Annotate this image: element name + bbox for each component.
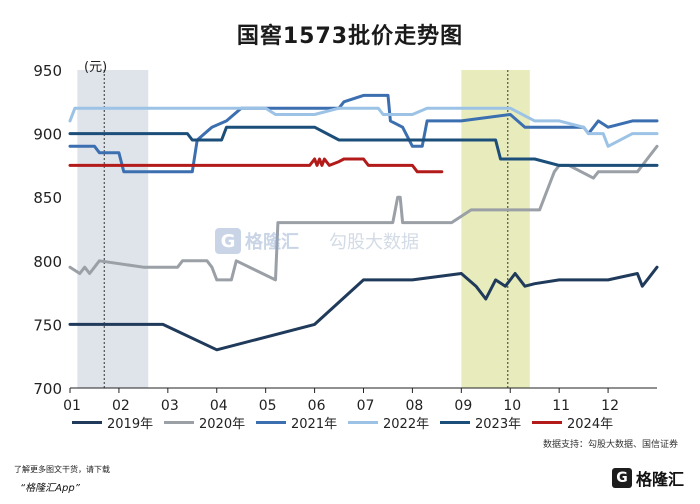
footer-note: 了解更多图文干货，请下载 bbox=[14, 465, 110, 474]
chart-legend: 2019年 2020年 2021年 2022年 2023年 2024年 bbox=[72, 413, 672, 432]
y-tick-label: 700 bbox=[33, 380, 62, 398]
footer-brand: “格隆汇App” bbox=[20, 483, 80, 494]
y-tick-label: 750 bbox=[33, 316, 62, 334]
legend-label: 2023年 bbox=[475, 417, 522, 432]
series-line-2020 bbox=[68, 144, 659, 282]
watermark: G 格隆汇 勾股大数据 bbox=[215, 228, 419, 254]
chart-title: 国窖1573批价走势图 bbox=[236, 24, 464, 49]
y-tick-label: 850 bbox=[33, 189, 62, 207]
x-tick-label: 02 bbox=[112, 398, 130, 414]
legend-swatch bbox=[256, 421, 286, 424]
y-unit-label: (元) bbox=[84, 60, 107, 75]
legend-label: 2024年 bbox=[567, 417, 614, 432]
x-tick-label: 11 bbox=[552, 398, 570, 414]
footer: 了解更多图文干货，请下载 “格隆汇App” G 格隆汇 bbox=[0, 452, 700, 504]
series-line-2019 bbox=[68, 265, 659, 352]
watermark-brand: 格隆汇 bbox=[245, 232, 299, 253]
legend-item-2019: 2019年 bbox=[72, 413, 164, 432]
footer-logo: G 格隆汇 bbox=[611, 466, 684, 490]
legend-label: 2022年 bbox=[383, 417, 430, 432]
legend-item-2024: 2024年 bbox=[532, 413, 624, 432]
x-tick-label: 08 bbox=[406, 398, 424, 414]
legend-item-2021: 2021年 bbox=[256, 413, 348, 432]
shaded-region-1 bbox=[77, 70, 149, 388]
legend-swatch bbox=[348, 421, 378, 424]
legend-swatch bbox=[532, 421, 562, 424]
series-line-2024 bbox=[68, 157, 444, 174]
x-tick-label: 07 bbox=[357, 398, 375, 414]
x-tick-label: 03 bbox=[161, 398, 179, 414]
watermark-logo-icon: G bbox=[215, 228, 241, 254]
x-tick-label: 01 bbox=[63, 398, 81, 414]
brand-logo-icon: G bbox=[611, 468, 632, 488]
legend-label: 2019年 bbox=[107, 417, 154, 432]
y-tick-label: 800 bbox=[33, 253, 62, 271]
x-tick-label: 06 bbox=[308, 398, 326, 414]
x-tick-label: 05 bbox=[259, 398, 277, 414]
watermark-brand-2: 勾股大数据 bbox=[329, 232, 419, 253]
legend-swatch bbox=[72, 421, 102, 424]
legend-item-2022: 2022年 bbox=[348, 413, 440, 432]
legend-swatch bbox=[164, 421, 194, 424]
series-line-2023 bbox=[68, 125, 659, 167]
y-tick-label: 950 bbox=[33, 62, 62, 80]
legend-swatch bbox=[440, 421, 470, 424]
brand-logo-text: 格隆汇 bbox=[635, 470, 684, 489]
x-tick-label: 04 bbox=[210, 398, 228, 414]
x-tick-label: 12 bbox=[601, 398, 619, 414]
data-source: 数据支持：勾股大数据、国信证券 bbox=[542, 440, 678, 450]
legend-item-2020: 2020年 bbox=[164, 413, 256, 432]
legend-item-2023: 2023年 bbox=[440, 413, 532, 432]
x-tick-label: 09 bbox=[454, 398, 472, 414]
legend-label: 2021年 bbox=[291, 417, 338, 432]
legend-label: 2020年 bbox=[199, 417, 246, 432]
series-line-2022 bbox=[68, 106, 659, 148]
x-tick-label: 10 bbox=[503, 398, 521, 414]
y-tick-label: 900 bbox=[33, 126, 62, 144]
